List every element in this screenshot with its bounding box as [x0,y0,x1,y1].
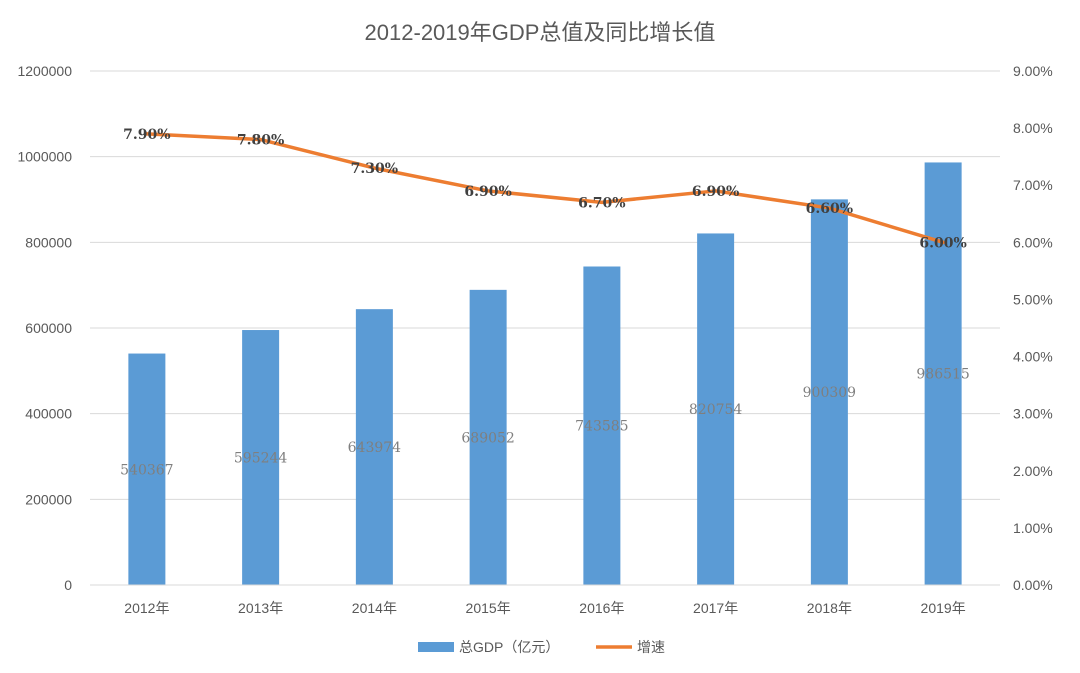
y-right-tick-label: 4.00% [1013,349,1053,365]
line-value-label: 6.90% [692,184,739,200]
gridlines [90,70,1000,500]
y-right-tick-label: 3.00% [1013,406,1053,422]
bar-value-label: 595244 [234,451,288,467]
y-left-tick-label: 0 [64,577,72,593]
y-left-tick-label: 1000000 [17,149,72,165]
y-left-tick-label: 400000 [25,406,72,422]
line-value-label: 6.00% [919,235,966,251]
legend-line-label: 增速 [637,639,665,655]
y-right-tick-label: 1.00% [1013,520,1053,536]
line-point [259,138,263,142]
line-value-label: 6.70% [578,195,625,211]
right-axis: 0.00% 1.00% 2.00% 3.00% 4.00% 5.00% 6.00% 7.00%… [1013,63,1053,593]
growth-rate-line [145,132,945,245]
y-left-tick-label: 1200000 [17,63,72,79]
legend-bar-swatch [418,642,454,652]
bar [924,162,962,585]
x-tick-label: 2012年 [124,600,169,616]
bar-value-label: 689052 [461,430,514,446]
bar [242,330,280,585]
line-series [145,132,945,245]
y-right-tick-label: 9.00% [1013,63,1053,79]
line-point [714,189,718,193]
y-left-tick-label: 600000 [25,320,72,336]
chart-title: 2012-2019年GDP总值及同比增长值 [365,20,716,45]
bar [128,353,166,585]
line-value-label: 7.80% [237,133,284,149]
bar-value-label: 643974 [348,440,402,456]
y-right-tick-label: 5.00% [1013,291,1053,307]
x-tick-label: 2019年 [921,600,966,616]
x-tick-label: 2013年 [238,600,283,616]
bar-value-label: 540367 [120,462,173,478]
y-right-tick-label: 6.00% [1013,234,1053,250]
bar-value-label: 820754 [689,402,743,418]
x-tick-label: 2018年 [807,600,852,616]
bar [810,199,848,585]
legend-bar-label: 总GDP（亿元） [459,639,559,655]
y-right-tick-label: 7.00% [1013,177,1053,193]
bar [355,309,393,585]
y-left-tick-label: 200000 [25,491,72,507]
bar [697,233,735,585]
x-tick-label: 2016年 [579,600,624,616]
line-value-label: 7.30% [351,161,398,177]
left-axis: 0 200000 400000 600000 800000 1000000 1200000 [17,63,72,593]
x-tick-label: 2015年 [466,600,511,616]
x-tick-label: 2014年 [352,600,397,616]
line-point [827,206,831,210]
line-value-label: 7.90% [123,127,170,143]
bar-data-labels: 540367 595244 643974 689052 743585 820754 9003… [120,367,970,479]
bar-value-label: 743585 [575,419,628,435]
line-point [941,240,945,244]
line-value-label: 6.60% [806,201,853,217]
x-tick-label: 2017年 [693,600,738,616]
bar [469,289,507,585]
bar-value-label: 986515 [916,367,969,383]
bar [583,266,621,585]
y-right-tick-label: 0.00% [1013,577,1053,593]
line-point [600,200,604,204]
line-value-label: 6.90% [464,184,511,200]
y-right-tick-label: 2.00% [1013,463,1053,479]
bar-series [128,162,962,585]
y-right-tick-label: 8.00% [1013,120,1053,136]
x-axis: 2012年 2013年 2014年 2015年 2016年 2017年 2018年 2019年 [90,584,1000,616]
bar-value-label: 900309 [803,385,856,401]
line-point [486,189,490,193]
line-point [372,166,376,170]
line-point [145,132,149,136]
line-data-labels: 7.90% 7.80% 7.30% 6.90% 6.70% 6.90% 6.60% 6.00% [123,127,967,252]
legend: 总GDP（亿元） 增速 [418,639,665,655]
y-left-tick-label: 800000 [25,234,72,250]
